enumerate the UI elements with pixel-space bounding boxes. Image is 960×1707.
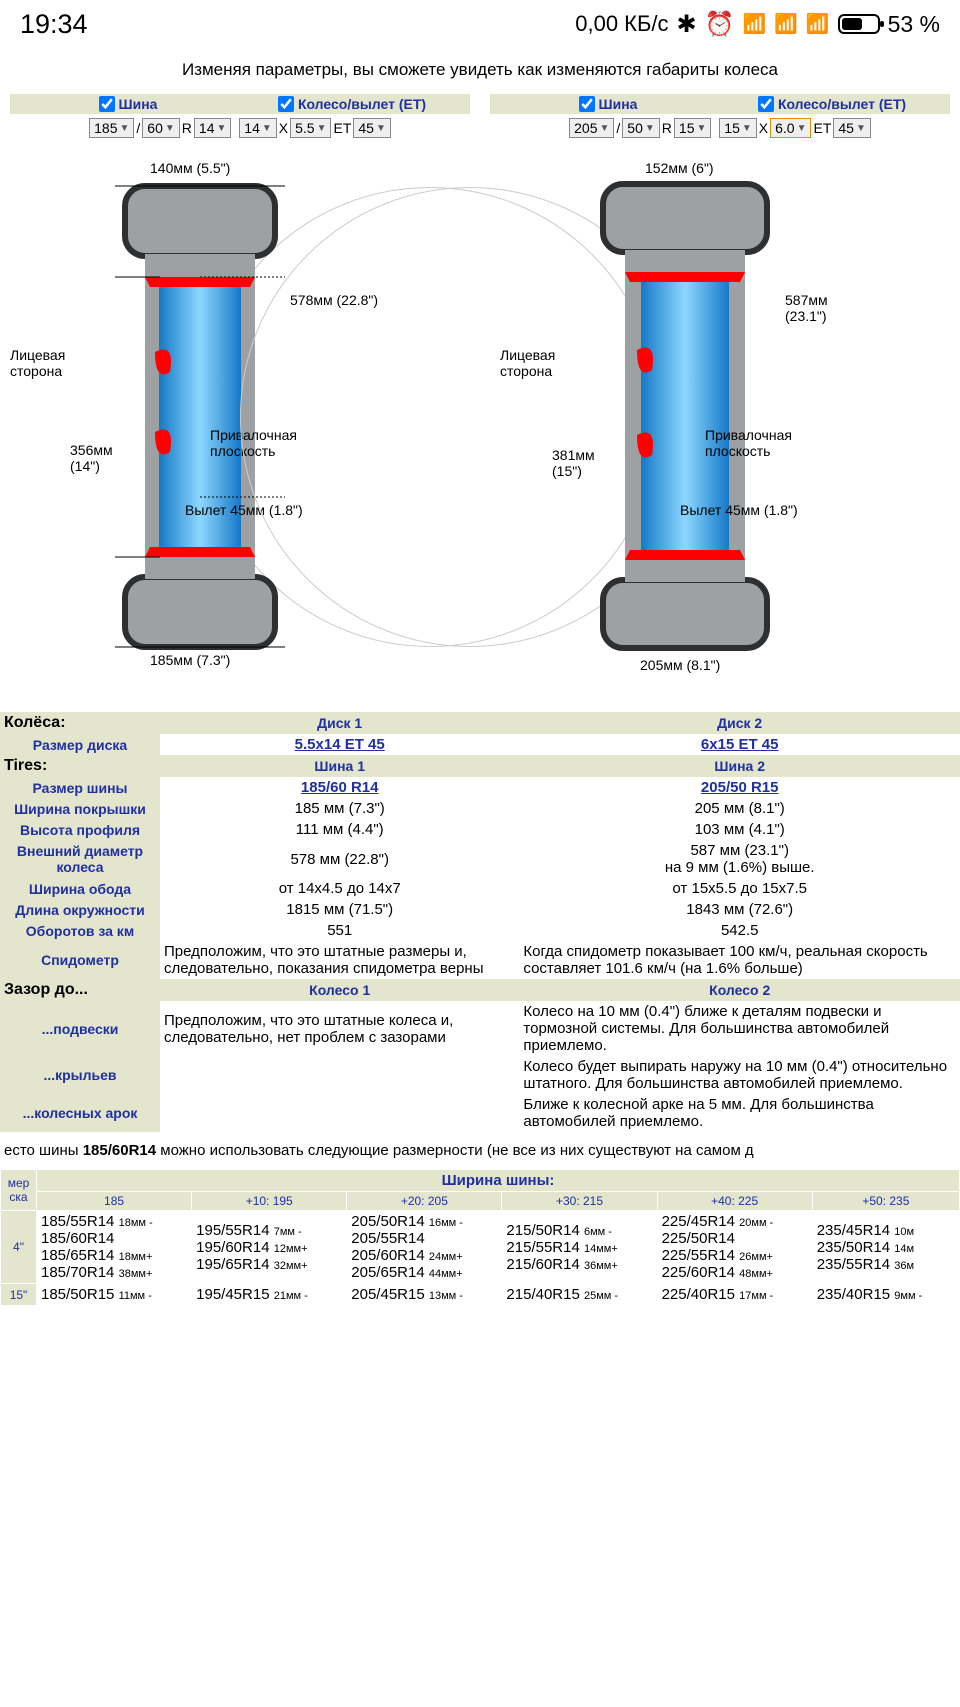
page-heading: Изменяя параметры, вы сможете увидеть ка… (0, 48, 960, 94)
controls-row: Шина Колесо/вылет (ET) 185▼ / 60▼ R 14▼ … (10, 94, 950, 142)
wifi-icon: 📶 (806, 12, 830, 36)
status-traffic: 0,00 КБ/с (575, 11, 668, 37)
signal2-icon: 📶 (774, 12, 798, 36)
d2-offset: Вылет 45мм (1.8") (680, 502, 798, 518)
rim2-select-1[interactable]: 14▼ (239, 118, 276, 138)
note-text: есто шины 185/60R14 можно использовать с… (0, 1132, 960, 1169)
tire-checkbox-1[interactable]: Шина (16, 96, 240, 112)
control-panel-2: Шина Колесо/вылет (ET) 205▼ / 50▼ R 15▼ … (490, 94, 950, 142)
alarm-icon: ⏰ (705, 10, 735, 39)
diagram-row: 140мм (5.5") 578мм (22.8") Лиц (0, 152, 960, 682)
et-select-1[interactable]: 45▼ (353, 118, 390, 138)
d1-bot-dim: 185мм (7.3") (150, 652, 230, 668)
cell-14-195: 195/55R14 7мм -195/60R14 12мм+195/65R14 … (192, 1211, 347, 1284)
width-select-2[interactable]: 205▼ (569, 118, 614, 138)
disc-size-2[interactable]: 6x15 ET 45 (519, 734, 960, 755)
tire-size-2[interactable]: 205/50 R15 (519, 777, 960, 798)
rimw-select-1[interactable]: 5.5▼ (290, 118, 331, 138)
width-select-1[interactable]: 185▼ (89, 118, 134, 138)
status-battery: 53 % (888, 11, 940, 38)
d2-face: Лицеваясторона (500, 347, 555, 379)
comparison-table: Колёса:Диск 1Диск 2 Размер диска5.5x14 E… (0, 712, 960, 1132)
rim-select-2[interactable]: 15▼ (674, 118, 711, 138)
rim2-select-2[interactable]: 15▼ (719, 118, 756, 138)
profile-select-2[interactable]: 50▼ (622, 118, 659, 138)
tire-size-1[interactable]: 185/60 R14 (160, 777, 519, 798)
disc-size-1[interactable]: 5.5x14 ET 45 (160, 734, 519, 755)
d2-height: 587мм(23.1") (785, 292, 828, 324)
signal1-icon: 📶 (743, 12, 767, 36)
status-time: 19:34 (20, 9, 88, 40)
tire-checkbox-2[interactable]: Шина (496, 96, 720, 112)
et-select-2[interactable]: 45▼ (833, 118, 870, 138)
d2-mount: Привалочнаяплоскость (705, 427, 792, 459)
d2-mid: 381мм(15") (552, 447, 595, 479)
d2-top-dim: 152мм (6") (645, 160, 714, 176)
d1-face: Лицеваясторона (10, 347, 65, 379)
cell-14-185: 185/55R14 18мм -185/60R14185/65R14 18мм+… (37, 1211, 192, 1284)
d1-mid: 356мм(14") (70, 442, 113, 474)
rimw-select-2[interactable]: 6.0▼ (770, 118, 811, 138)
wheels-hdr: Колёса: (0, 712, 160, 734)
alt-sizes-table: мерска Ширина шины: 185 +10: 195 +20: 20… (0, 1169, 960, 1306)
cell-14-215: 215/50R14 6мм -215/55R14 14мм+215/60R14 … (502, 1211, 657, 1284)
profile-select-1[interactable]: 60▼ (142, 118, 179, 138)
control-panel-1: Шина Колесо/вылет (ET) 185▼ / 60▼ R 14▼ … (10, 94, 470, 142)
status-bar: 19:34 0,00 КБ/с ✱ ⏰ 📶 📶 📶 53 % (0, 0, 960, 48)
wheel-et-checkbox-1[interactable]: Колесо/вылет (ET) (240, 96, 464, 112)
d2-bot-dim: 205мм (8.1") (640, 657, 720, 673)
cell-14-225: 225/45R14 20мм -225/50R14225/55R14 26мм+… (657, 1211, 812, 1284)
d1-top-dim: 140мм (5.5") (150, 160, 230, 176)
bluetooth-icon: ✱ (677, 10, 697, 39)
tire-cross-2 (595, 180, 775, 665)
cell-14-235: 235/45R14 10м235/50R14 14м235/55R14 36м (812, 1211, 959, 1284)
battery-icon (838, 14, 880, 34)
cell-14-205: 205/50R14 16мм -205/55R14205/60R14 24мм+… (347, 1211, 502, 1284)
wheel-et-checkbox-2[interactable]: Колесо/вылет (ET) (720, 96, 944, 112)
rim-select-1[interactable]: 14▼ (194, 118, 231, 138)
diagram-2: 152мм (6") 587мм(23.1") Лицеваясторона 3… (480, 152, 960, 682)
